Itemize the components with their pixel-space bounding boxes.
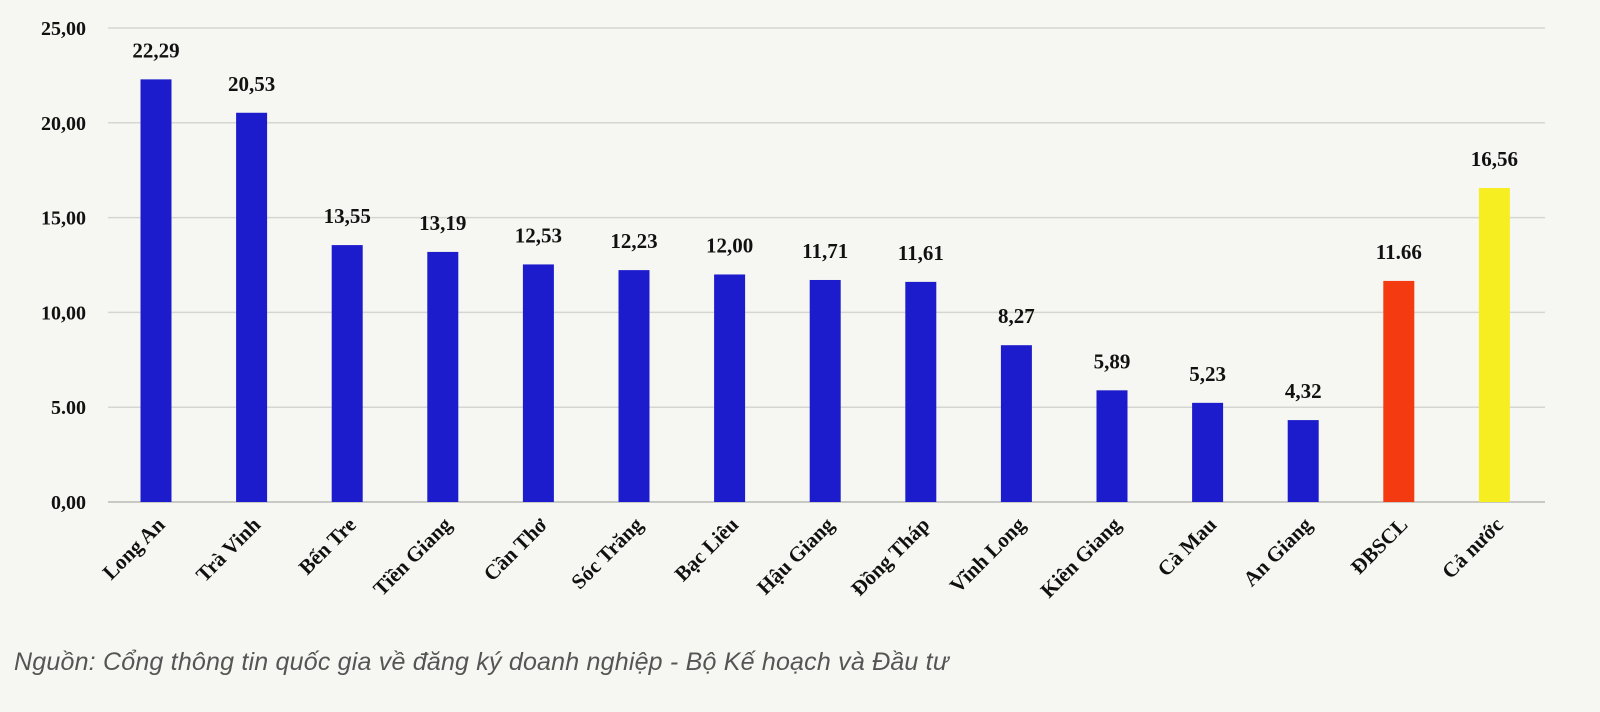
bar — [714, 274, 746, 502]
source-note: Nguồn: Cổng thông tin quốc gia về đăng k… — [14, 648, 949, 676]
x-tick-label: ĐBSCL — [1346, 513, 1412, 579]
x-tick-label: Cả nước — [1437, 513, 1508, 584]
data-label: 8,27 — [998, 304, 1035, 328]
bar — [1287, 420, 1319, 502]
bar — [522, 264, 554, 502]
bar — [1478, 188, 1510, 502]
bar — [140, 79, 172, 503]
bar-chart: 0,00 5.00 10,00 15,00 20,00 25,00 22,29 Long An… — [41, 18, 1545, 603]
x-tick-label: Vĩnh Long — [945, 512, 1030, 597]
x-tick-label: Cần Thơ — [479, 512, 552, 585]
bar — [1096, 390, 1128, 502]
bar — [618, 270, 650, 502]
data-label: 5,89 — [1094, 349, 1131, 373]
data-label: 11,71 — [802, 239, 848, 263]
bar — [905, 281, 937, 502]
bar — [1000, 345, 1032, 502]
bar — [1383, 280, 1415, 502]
x-tick-label: Cà Mau — [1153, 512, 1222, 581]
x-tick-label: Tiền Giang — [368, 512, 456, 600]
bar — [331, 245, 363, 503]
data-label: 12,00 — [706, 233, 753, 257]
x-tick-label: Long An — [98, 512, 170, 584]
data-label: 5,23 — [1189, 362, 1226, 386]
data-label: 11,61 — [898, 241, 944, 265]
y-tick-label: 20,00 — [41, 113, 86, 135]
y-tick-label: 0,00 — [51, 492, 86, 514]
data-label: 12,23 — [610, 229, 657, 253]
x-tick-label: Trà Vinh — [191, 512, 265, 586]
data-label: 12,53 — [515, 223, 562, 247]
bar — [809, 279, 841, 502]
data-label: 20,53 — [228, 72, 275, 96]
data-label: 22,29 — [132, 38, 179, 62]
data-label: 11.66 — [1376, 240, 1422, 264]
y-tick-label: 25,00 — [41, 18, 86, 40]
bar — [236, 112, 268, 503]
x-tick-label: Bến Tre — [294, 513, 361, 580]
data-label: 16,56 — [1471, 147, 1518, 171]
data-label: 4,32 — [1285, 379, 1322, 403]
x-tick-label: An Giang — [1238, 512, 1317, 591]
x-tick-label: Bạc Liêu — [670, 512, 744, 586]
x-tick-label: Hậu Giang — [752, 512, 839, 599]
y-tick-label: 5.00 — [51, 397, 86, 419]
x-tick-label: Kiên Giang — [1036, 512, 1126, 602]
x-tick-label: Sóc Trăng — [566, 512, 648, 594]
data-label: 13,55 — [324, 204, 371, 228]
x-tick-label: Đồng Tháp — [846, 513, 934, 601]
data-label: 13,19 — [419, 211, 466, 235]
y-tick-label: 15,00 — [41, 208, 86, 230]
bar — [1192, 402, 1224, 502]
bar — [427, 251, 459, 502]
y-tick-label: 10,00 — [41, 302, 86, 324]
